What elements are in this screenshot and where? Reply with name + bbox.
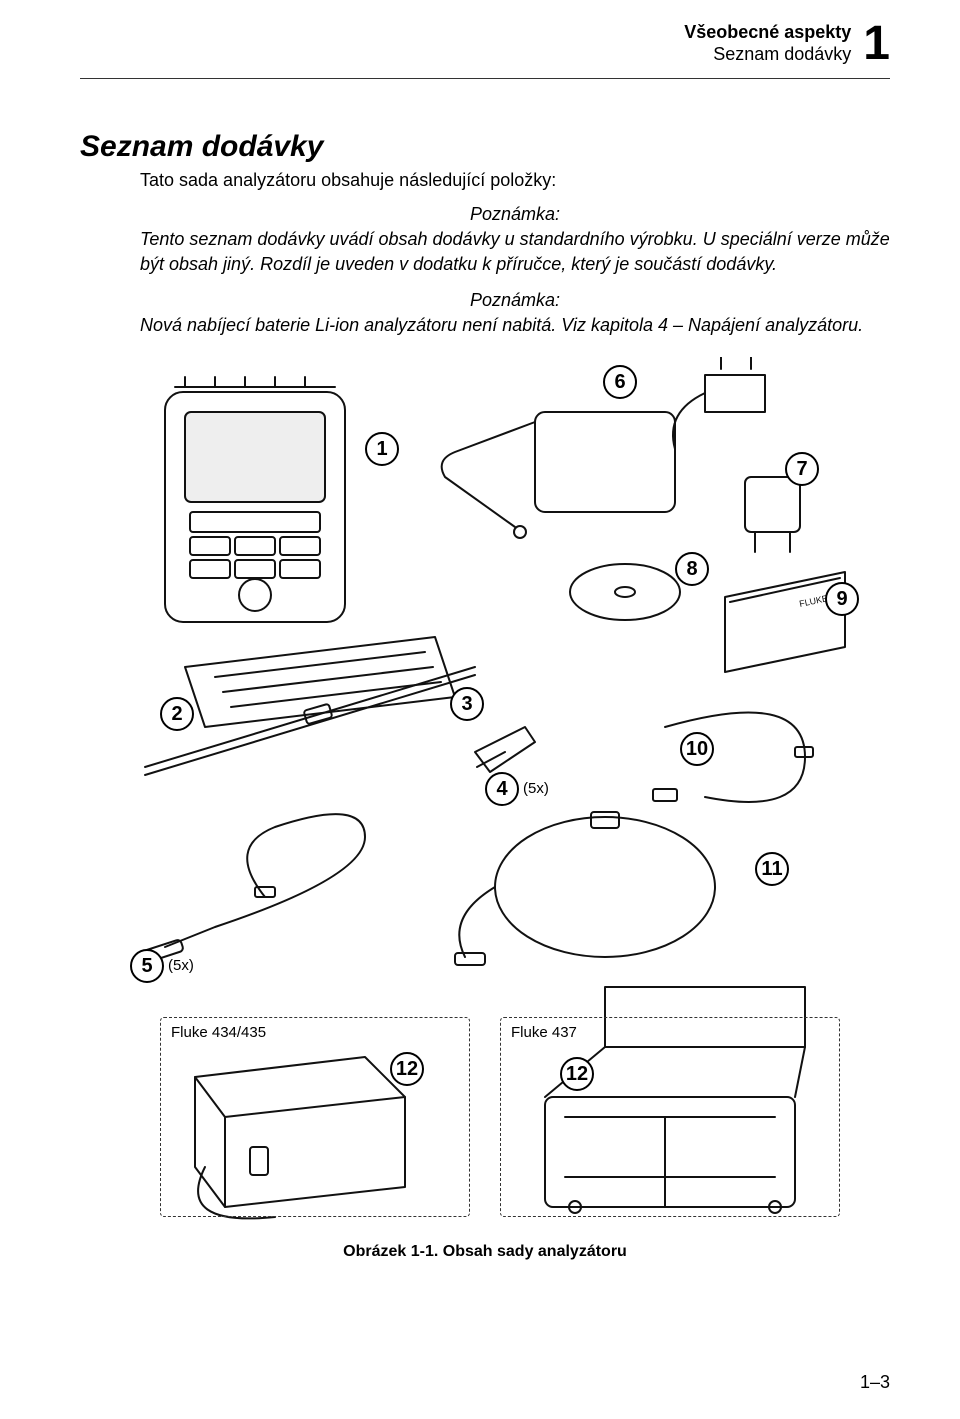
section-heading: Seznam dodávky <box>80 130 890 164</box>
callout-5: 5 <box>130 949 164 983</box>
figure-caption: Obrázek 1-1. Obsah sady analyzátoru <box>80 1243 890 1261</box>
callout-9: 9 <box>825 582 859 616</box>
case-box-right: Fluke 437 <box>500 1017 840 1217</box>
callout-11: 11 <box>755 852 789 886</box>
note-2-body: Nová nabíjecí baterie Li-ion analyzátoru… <box>140 313 890 337</box>
note-block-1: Poznámka: Tento seznam dodávky uvádí obs… <box>140 204 890 276</box>
callout-8: 8 <box>675 552 709 586</box>
note-1-body: Tento seznam dodávky uvádí obsah dodávky… <box>140 227 890 276</box>
case-box-right-label: Fluke 437 <box>511 1024 577 1041</box>
page-number: 1–3 <box>860 1372 890 1393</box>
callout-3: 3 <box>450 687 484 721</box>
callout-4: 4 <box>485 772 519 806</box>
note-1-label: Poznámka: <box>140 204 890 225</box>
case-box-left: Fluke 434/435 <box>160 1017 470 1217</box>
header-rule <box>80 78 890 79</box>
callout-10: 10 <box>680 732 714 766</box>
callout-2: 2 <box>160 697 194 731</box>
note-2-label: Poznámka: <box>140 290 890 311</box>
chapter-number: 1 <box>863 22 890 65</box>
note-block-2: Poznámka: Nová nabíjecí baterie Li-ion a… <box>140 290 890 337</box>
case-box-left-label: Fluke 434/435 <box>171 1024 266 1041</box>
callout-12a: 12 <box>390 1052 424 1086</box>
callout-1: 1 <box>365 432 399 466</box>
callout-12b: 12 <box>560 1057 594 1091</box>
page-header: Všeobecné aspekty Seznam dodávky 1 <box>684 22 890 65</box>
figure-area: FLUKE <box>105 357 865 1237</box>
header-title-1: Všeobecné aspekty <box>684 22 851 44</box>
callout-6: 6 <box>603 365 637 399</box>
intro-paragraph: Tato sada analyzátoru obsahuje následují… <box>140 168 890 192</box>
header-title-2: Seznam dodávky <box>684 44 851 66</box>
qty-4: (5x) <box>523 780 549 797</box>
callout-7: 7 <box>785 452 819 486</box>
qty-5: (5x) <box>168 957 194 974</box>
